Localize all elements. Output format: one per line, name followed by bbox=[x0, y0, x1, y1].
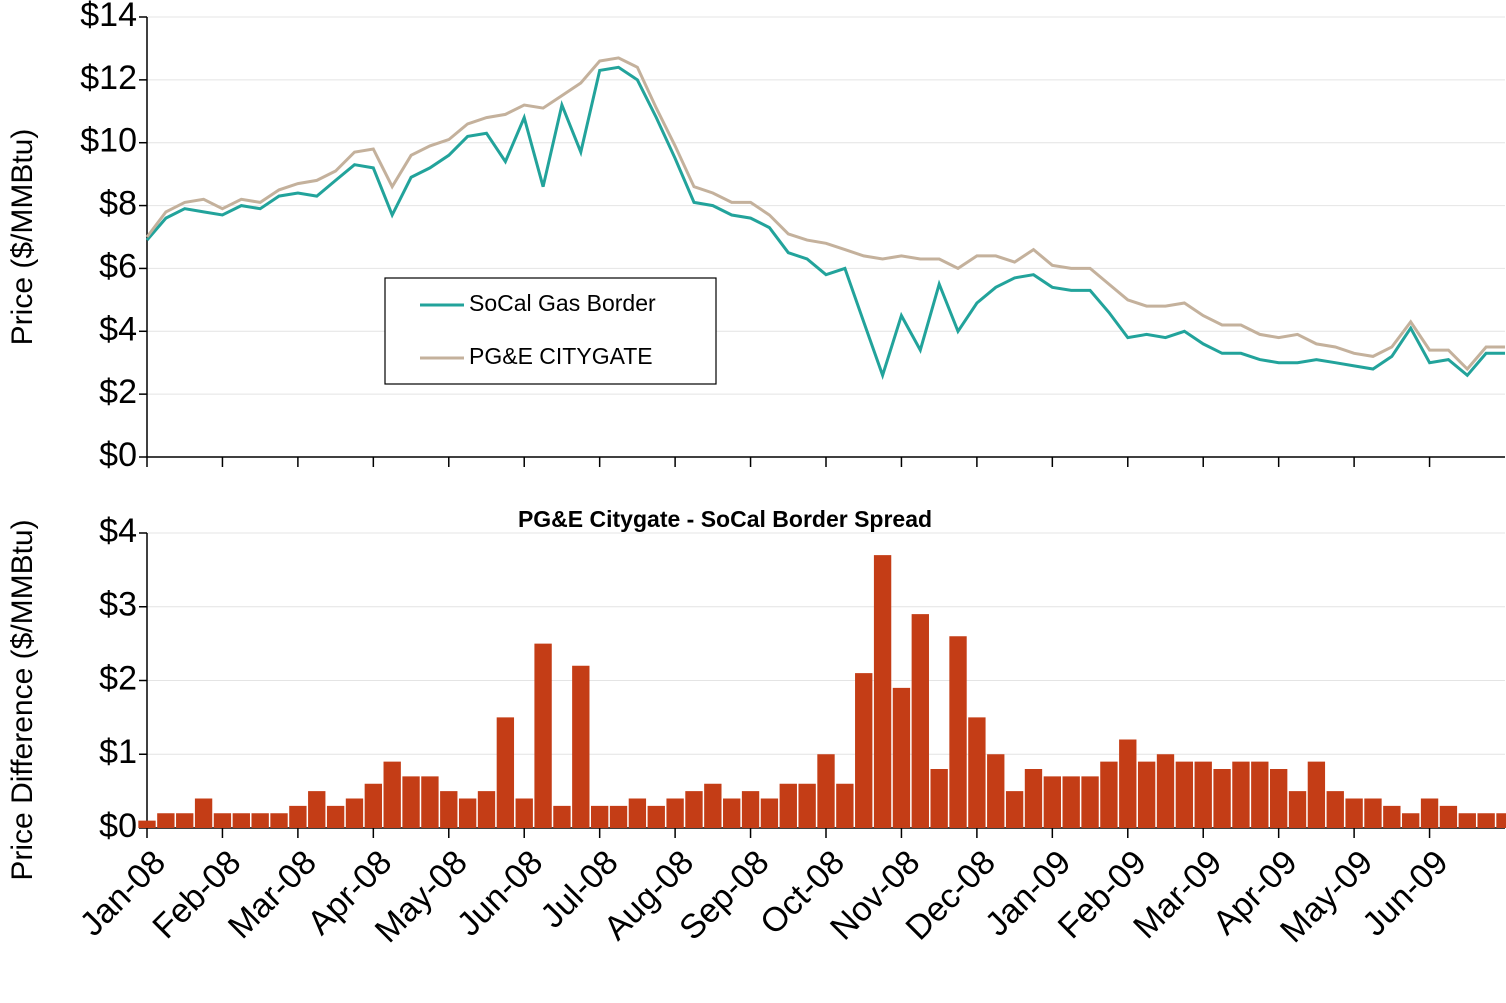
legend: SoCal Gas Border PG&E CITYGATE bbox=[384, 277, 717, 385]
bar bbox=[534, 643, 552, 828]
bar bbox=[1383, 805, 1401, 828]
bar bbox=[572, 665, 590, 828]
bar bbox=[628, 798, 647, 828]
bar bbox=[1194, 761, 1212, 828]
bar bbox=[855, 673, 873, 828]
y-tick-label: $12 bbox=[80, 59, 137, 97]
bar bbox=[1137, 761, 1156, 828]
bar bbox=[760, 798, 779, 828]
bar bbox=[873, 555, 892, 828]
bar bbox=[1420, 798, 1439, 828]
legend-label: PG&E CITYGATE bbox=[469, 343, 653, 369]
bar bbox=[345, 798, 364, 828]
bar bbox=[515, 798, 533, 828]
bar bbox=[289, 805, 307, 828]
x-tick-label: Jun-08 bbox=[450, 843, 550, 943]
bar bbox=[421, 776, 439, 828]
bar bbox=[383, 761, 401, 828]
bar bbox=[1175, 761, 1194, 828]
bar bbox=[1024, 769, 1043, 828]
y-tick-label: $4 bbox=[99, 512, 137, 550]
bar bbox=[666, 798, 684, 828]
bar bbox=[402, 776, 420, 828]
bar bbox=[232, 813, 250, 828]
y-tick-label: $4 bbox=[99, 310, 137, 348]
bar bbox=[1326, 791, 1344, 828]
bar bbox=[157, 813, 175, 828]
bar bbox=[836, 783, 854, 828]
bar bbox=[1043, 776, 1062, 828]
bar bbox=[1288, 791, 1307, 828]
y-tick-label: $1 bbox=[99, 733, 137, 771]
bar bbox=[1345, 798, 1363, 828]
bar bbox=[609, 805, 628, 828]
bar bbox=[1496, 813, 1506, 828]
bar bbox=[987, 754, 1005, 828]
bar bbox=[1364, 798, 1382, 828]
y-tick-label: $10 bbox=[80, 122, 137, 160]
bar bbox=[308, 791, 326, 828]
bar bbox=[194, 798, 213, 828]
bar bbox=[326, 805, 345, 828]
bar bbox=[968, 717, 986, 828]
bar bbox=[1081, 776, 1099, 828]
bar bbox=[723, 798, 741, 828]
chart-title: PG&E Citygate - SoCal Border Spread bbox=[518, 506, 932, 532]
bar bbox=[949, 636, 967, 828]
bar bbox=[553, 805, 571, 828]
x-tick-label: Jun-09 bbox=[1355, 843, 1455, 943]
bar bbox=[741, 791, 760, 828]
bar bbox=[176, 813, 194, 828]
bar bbox=[1477, 813, 1495, 828]
bar bbox=[647, 805, 665, 828]
bar bbox=[1119, 739, 1137, 828]
bar bbox=[911, 614, 929, 828]
bar bbox=[251, 813, 269, 828]
bar bbox=[1251, 761, 1269, 828]
bar bbox=[779, 783, 797, 828]
y-tick-label: $6 bbox=[99, 247, 137, 285]
bar bbox=[590, 805, 609, 828]
bar bbox=[1062, 776, 1080, 828]
bar bbox=[1213, 769, 1231, 828]
legend-label: SoCal Gas Border bbox=[469, 290, 656, 316]
bar bbox=[1439, 805, 1458, 828]
y-tick-label: $0 bbox=[99, 436, 137, 474]
y-tick-label: $2 bbox=[99, 373, 137, 411]
bar bbox=[364, 783, 383, 828]
bar bbox=[1232, 761, 1250, 828]
bar bbox=[458, 798, 477, 828]
bar bbox=[1307, 761, 1326, 828]
bar bbox=[1156, 754, 1175, 828]
y-axis-label: Price Difference ($/MMBtu) bbox=[6, 519, 39, 880]
y-tick-label: $0 bbox=[99, 807, 137, 845]
bar bbox=[930, 769, 948, 828]
y-tick-label: $2 bbox=[99, 659, 137, 697]
y-tick-label: $3 bbox=[99, 586, 137, 624]
bar bbox=[496, 717, 515, 828]
bar bbox=[817, 754, 835, 828]
bar bbox=[1402, 813, 1420, 828]
bar bbox=[138, 820, 156, 828]
bar bbox=[1005, 791, 1024, 828]
bar bbox=[704, 783, 722, 828]
legend-box bbox=[384, 277, 717, 385]
bar bbox=[1458, 813, 1476, 828]
y-tick-label: $8 bbox=[99, 185, 137, 223]
line-series bbox=[145, 65, 1505, 381]
bar bbox=[440, 791, 458, 828]
y-axis-label: Price ($/MMBtu) bbox=[6, 129, 39, 346]
line-series bbox=[145, 56, 1505, 372]
bar bbox=[270, 813, 288, 828]
bar bbox=[1269, 769, 1288, 828]
bar bbox=[213, 813, 232, 828]
bar bbox=[1100, 761, 1118, 828]
bar bbox=[892, 687, 911, 828]
bar bbox=[685, 791, 703, 828]
bar bbox=[477, 791, 496, 828]
y-tick-label: $14 bbox=[80, 0, 137, 34]
bar bbox=[798, 783, 816, 828]
